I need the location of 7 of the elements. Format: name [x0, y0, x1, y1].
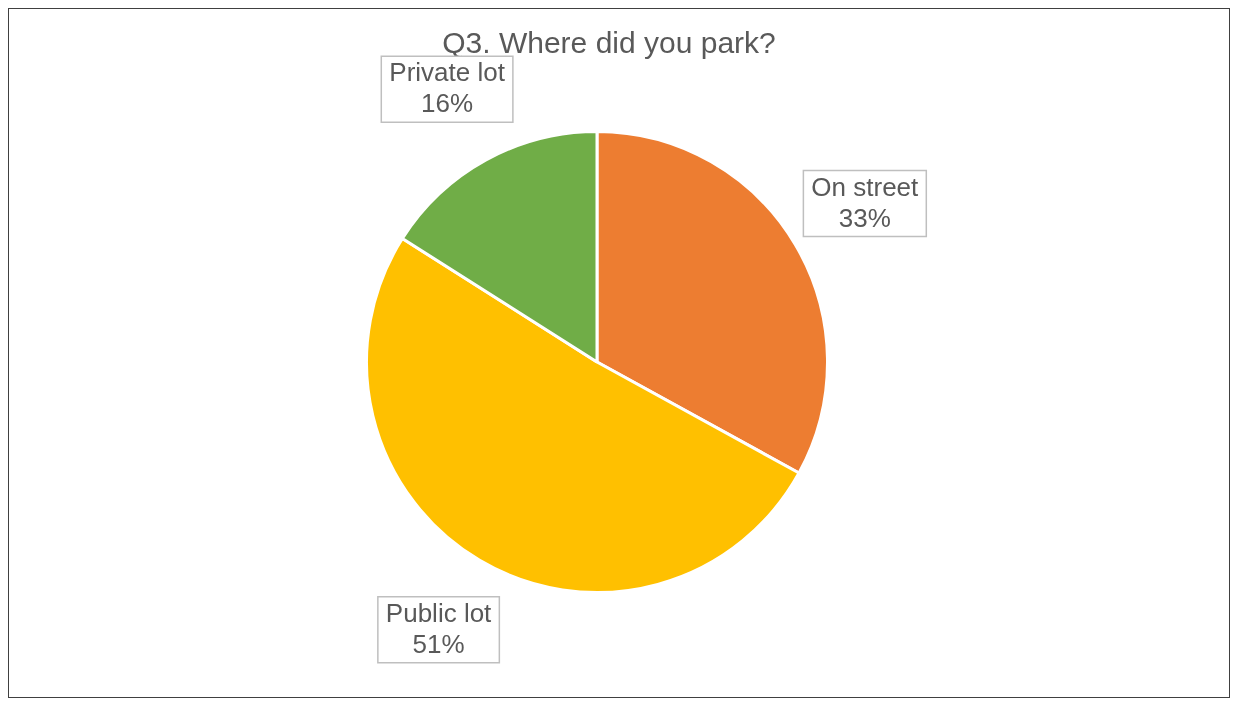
data-label: 16% — [421, 88, 474, 119]
data-label: 33% — [838, 202, 891, 233]
slice-label: Public lot — [385, 598, 493, 629]
slice-label: Private lot — [389, 57, 506, 88]
data-label: 51% — [412, 629, 465, 660]
chart-title: Q3. Where did you park? — [442, 26, 776, 60]
slice-label: On street — [811, 171, 920, 202]
